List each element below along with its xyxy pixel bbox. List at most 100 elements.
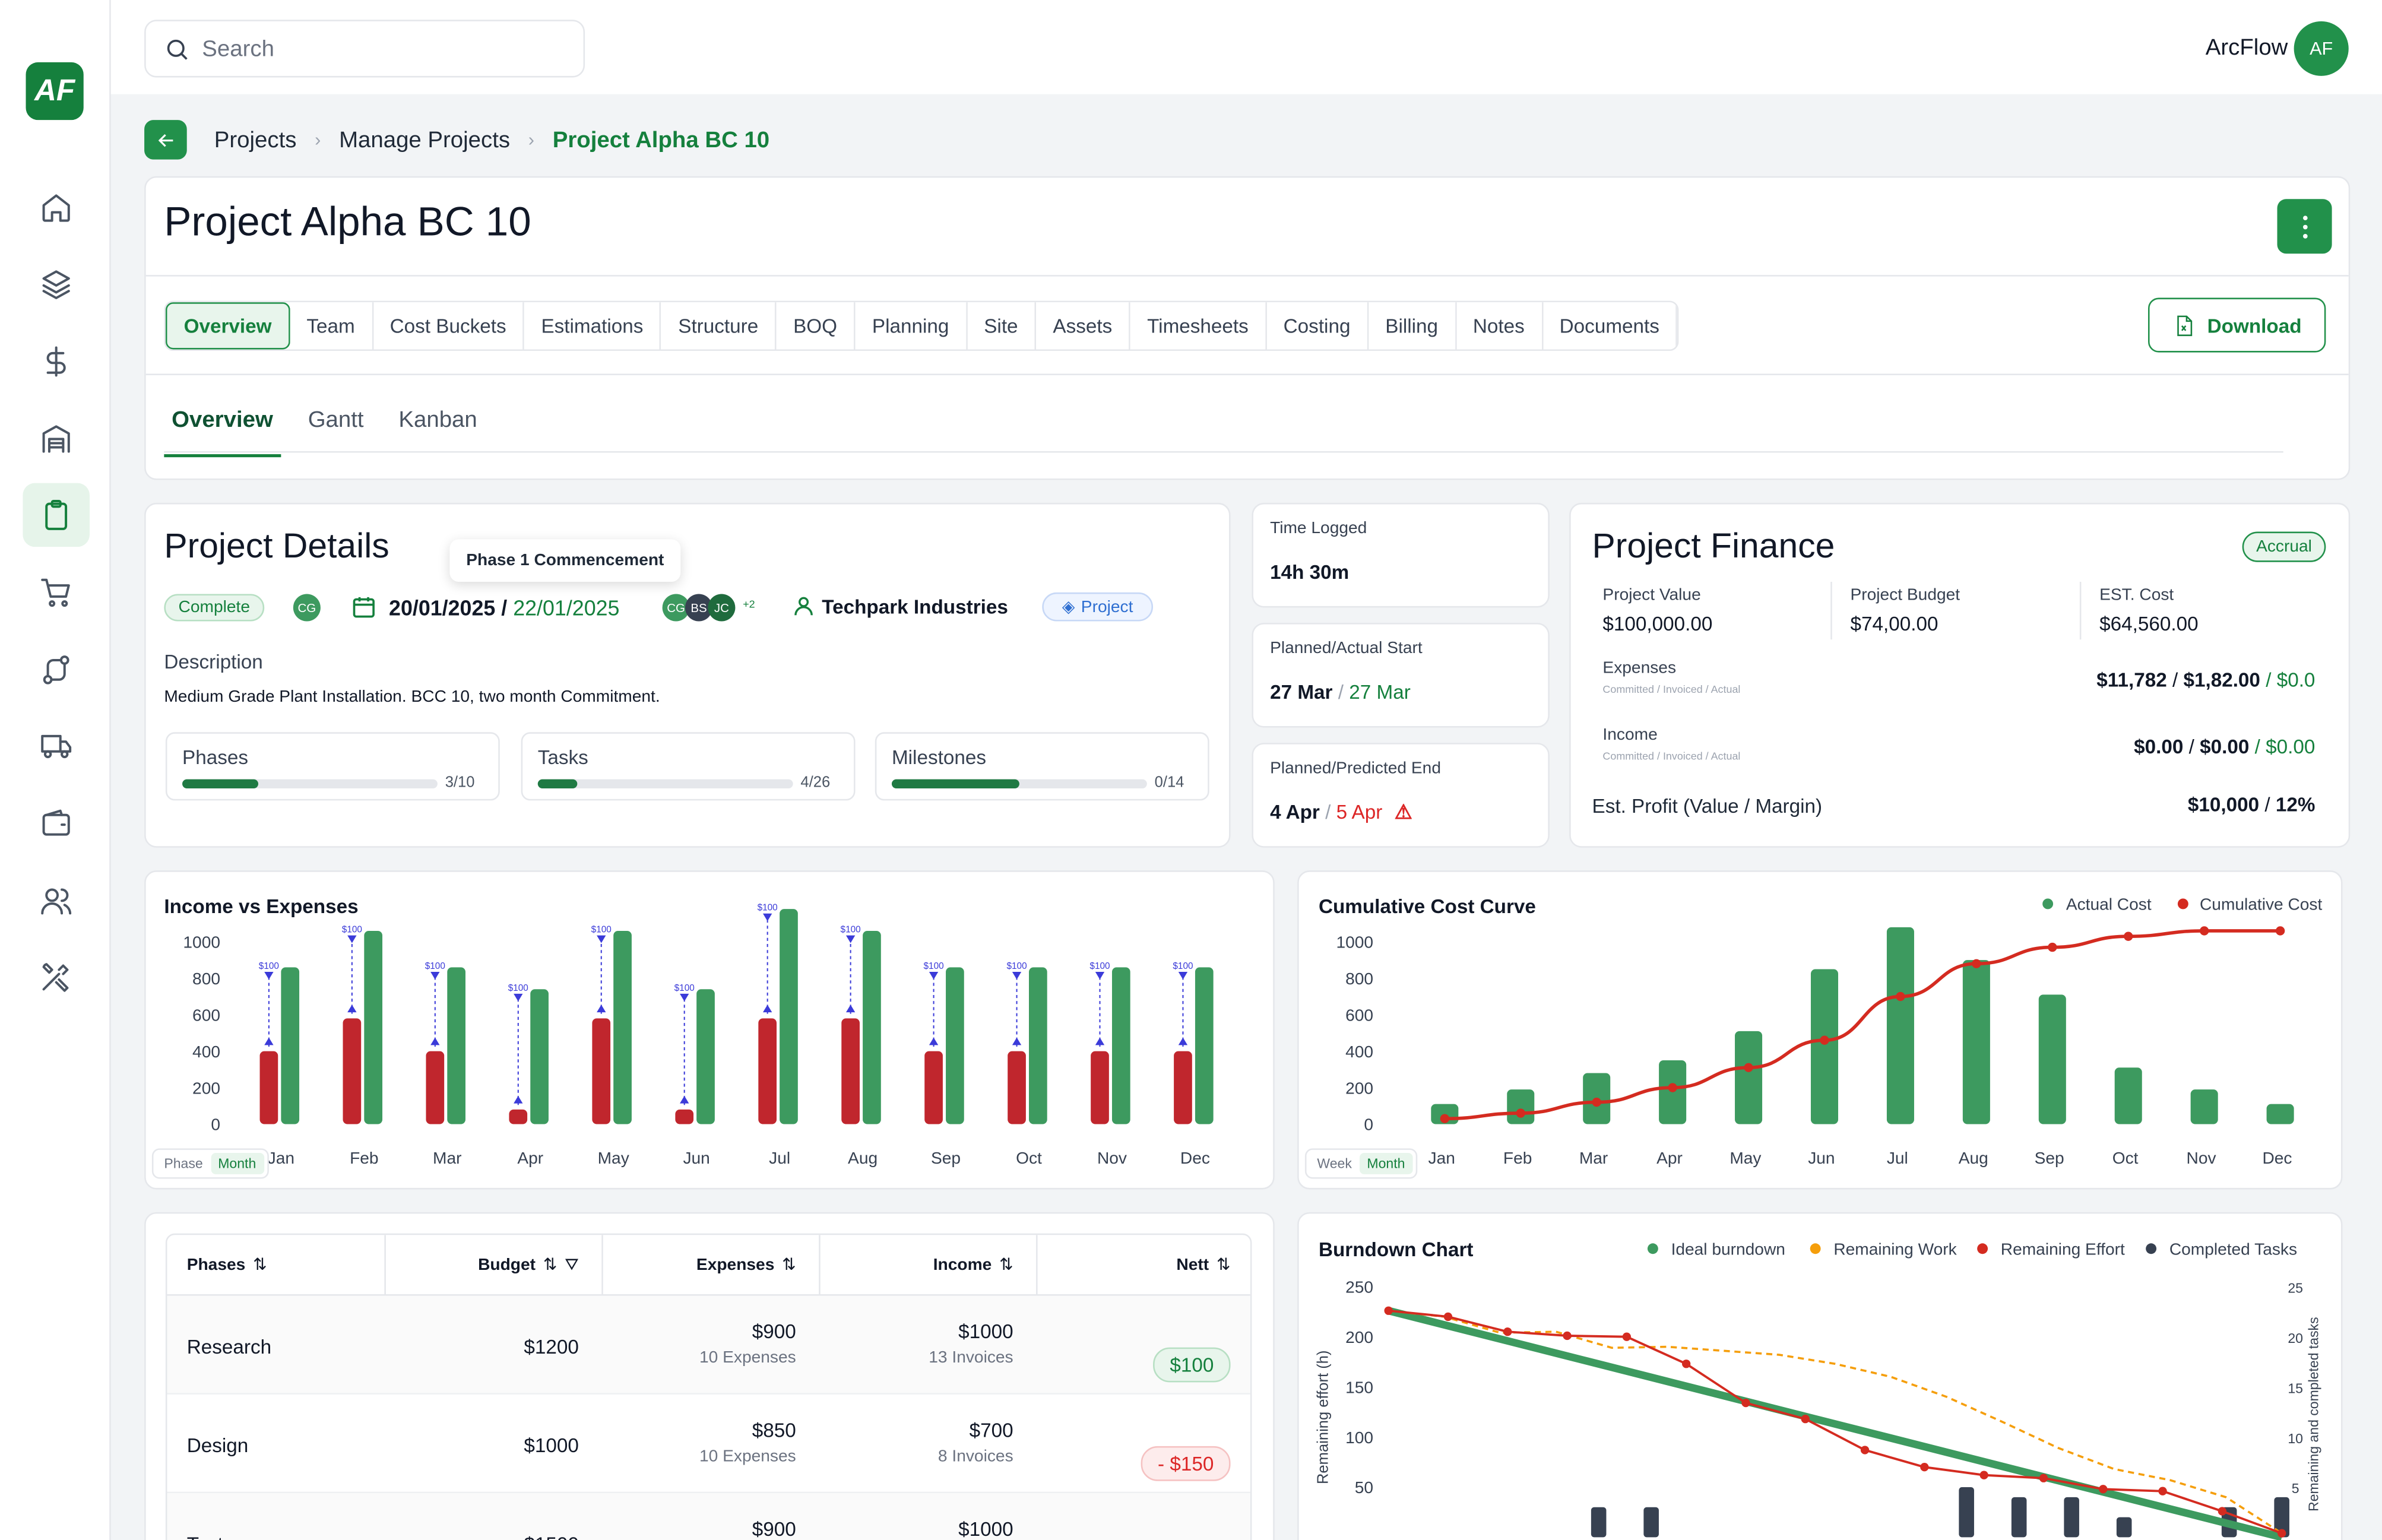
toggle-phase[interactable]: Phase <box>164 1156 203 1171</box>
layers-icon[interactable] <box>23 252 90 316</box>
tab-boq[interactable]: BOQ <box>776 302 856 350</box>
tab-assets[interactable]: Assets <box>1036 302 1130 350</box>
accrual-badge[interactable]: Accrual <box>2242 531 2326 562</box>
income-bar[interactable] <box>613 930 632 1124</box>
cumulative-cost-point[interactable] <box>1744 1063 1753 1072</box>
table-row[interactable] <box>167 1493 1250 1540</box>
sort-icon[interactable]: ⇅ <box>1216 1256 1231 1275</box>
team-avatar[interactable]: CG <box>662 594 690 622</box>
users-icon[interactable] <box>23 869 90 933</box>
arcflow-logo[interactable]: AF <box>26 62 84 121</box>
remaining-effort-point[interactable] <box>2099 1485 2108 1494</box>
sort-icon[interactable]: ⇅ <box>782 1256 796 1275</box>
tab-notes[interactable]: Notes <box>1456 302 1543 350</box>
expense-bar[interactable] <box>841 1018 860 1124</box>
tab-planning[interactable]: Planning <box>855 302 968 350</box>
clipboard-icon[interactable] <box>23 483 90 547</box>
cumulative-cost-point[interactable] <box>1972 959 1981 968</box>
cumulative-cost-point[interactable] <box>1896 991 1905 1002</box>
expense-bar[interactable] <box>426 1051 445 1124</box>
cumulative-cost-point[interactable] <box>2275 926 2285 936</box>
team-avatar[interactable]: BS <box>685 594 713 622</box>
remaining-effort-point[interactable] <box>1563 1331 1572 1341</box>
tab-documents[interactable]: Documents <box>1542 302 1678 350</box>
cumulative-cost-point[interactable] <box>1440 1114 1449 1123</box>
phase-month-toggle[interactable]: Phase Month <box>151 1148 268 1179</box>
tab-structure[interactable]: Structure <box>661 302 777 350</box>
expense-bar[interactable] <box>1091 1051 1109 1124</box>
income-bar[interactable] <box>364 930 383 1124</box>
filter-icon[interactable]: ⛛ <box>565 1256 579 1275</box>
income-bar[interactable] <box>281 967 300 1124</box>
completed-task-bar[interactable] <box>2011 1497 2027 1538</box>
week-month-toggle[interactable]: Week Month <box>1304 1148 1417 1179</box>
subtab-gantt[interactable]: Gantt <box>308 407 364 433</box>
remaining-effort-point[interactable] <box>2158 1487 2167 1495</box>
actual-cost-bar[interactable] <box>1507 1089 1535 1124</box>
home-icon[interactable] <box>23 176 90 240</box>
income-bar[interactable] <box>863 930 881 1124</box>
remaining-effort-point[interactable] <box>1920 1463 1929 1472</box>
income-bar[interactable] <box>530 989 549 1124</box>
actual-cost-bar[interactable] <box>2190 1089 2218 1124</box>
tab-site[interactable]: Site <box>967 302 1037 350</box>
wallet-icon[interactable] <box>23 791 90 855</box>
income-bar[interactable] <box>1195 967 1214 1124</box>
truck-icon[interactable] <box>23 714 90 778</box>
income-bar[interactable] <box>946 967 964 1124</box>
completed-task-bar[interactable] <box>1643 1507 1659 1538</box>
tab-timesheets[interactable]: Timesheets <box>1130 302 1267 350</box>
remaining-effort-point[interactable] <box>1860 1446 1870 1455</box>
remaining-effort-point[interactable] <box>2218 1507 2227 1516</box>
actual-cost-bar[interactable] <box>2038 994 2066 1124</box>
column-header-phases[interactable]: Phases ⇅ <box>187 1254 362 1275</box>
expense-bar[interactable] <box>758 1018 777 1124</box>
remaining-effort-point[interactable] <box>2039 1474 2048 1482</box>
toggle-month[interactable]: Month <box>210 1153 264 1174</box>
tools-icon[interactable] <box>23 945 90 1009</box>
dollar-icon[interactable] <box>23 329 90 393</box>
income-bar[interactable] <box>696 989 715 1124</box>
expense-bar[interactable] <box>675 1109 694 1124</box>
completed-task-bar[interactable] <box>1959 1487 1974 1538</box>
cumulative-cost-point[interactable] <box>1820 1035 1829 1045</box>
toggle-week[interactable]: Week <box>1317 1156 1352 1171</box>
cumulative-cost-point[interactable] <box>1592 1097 1601 1107</box>
breadcrumb-manage-projects[interactable]: Manage Projects <box>339 126 511 153</box>
cumulative-cost-point[interactable] <box>2048 942 2057 952</box>
income-bar[interactable] <box>1111 967 1130 1124</box>
actual-cost-bar[interactable] <box>1659 1060 1687 1124</box>
actual-cost-bar[interactable] <box>2114 1067 2142 1124</box>
cumulative-cost-point[interactable] <box>1516 1108 1525 1118</box>
expense-bar[interactable] <box>592 1018 611 1124</box>
sort-icon[interactable]: ⇅ <box>253 1256 267 1275</box>
toggle-month[interactable]: Month <box>1359 1153 1413 1174</box>
expense-bar[interactable] <box>1008 1051 1026 1124</box>
actual-cost-bar[interactable] <box>1962 960 1990 1124</box>
sort-icon[interactable]: ⇅ <box>543 1256 558 1275</box>
remaining-effort-point[interactable] <box>1979 1471 1988 1479</box>
tab-cost-buckets[interactable]: Cost Buckets <box>373 302 525 350</box>
tab-costing[interactable]: Costing <box>1266 302 1369 350</box>
completed-task-bar[interactable] <box>2064 1497 2079 1538</box>
remaining-effort-point[interactable] <box>1443 1312 1453 1322</box>
expense-bar[interactable] <box>509 1109 528 1124</box>
tab-overview[interactable]: Overview <box>165 302 290 350</box>
completed-task-bar[interactable] <box>2274 1497 2289 1538</box>
team-avatar[interactable]: JC <box>708 594 736 622</box>
remaining-effort-point[interactable] <box>1622 1332 1632 1341</box>
actual-cost-bar[interactable] <box>1886 927 1914 1124</box>
expense-bar[interactable] <box>259 1051 278 1124</box>
actual-cost-bar[interactable] <box>1735 1031 1763 1124</box>
income-bar[interactable] <box>780 909 798 1124</box>
download-button[interactable]: Download <box>2148 297 2326 353</box>
cumulative-cost-point[interactable] <box>2199 926 2209 936</box>
breadcrumb-projects[interactable]: Projects <box>214 126 297 153</box>
column-header-income[interactable]: Income ⇅ <box>838 1254 1013 1275</box>
cumulative-cost-point[interactable] <box>2124 931 2133 941</box>
tab-estimations[interactable]: Estimations <box>524 302 662 350</box>
tab-billing[interactable]: Billing <box>1369 302 1456 350</box>
column-header-nett[interactable]: Nett ⇅ <box>1056 1254 1231 1275</box>
avatar[interactable]: AF <box>2294 21 2349 76</box>
remaining-effort-point[interactable] <box>1503 1327 1512 1336</box>
